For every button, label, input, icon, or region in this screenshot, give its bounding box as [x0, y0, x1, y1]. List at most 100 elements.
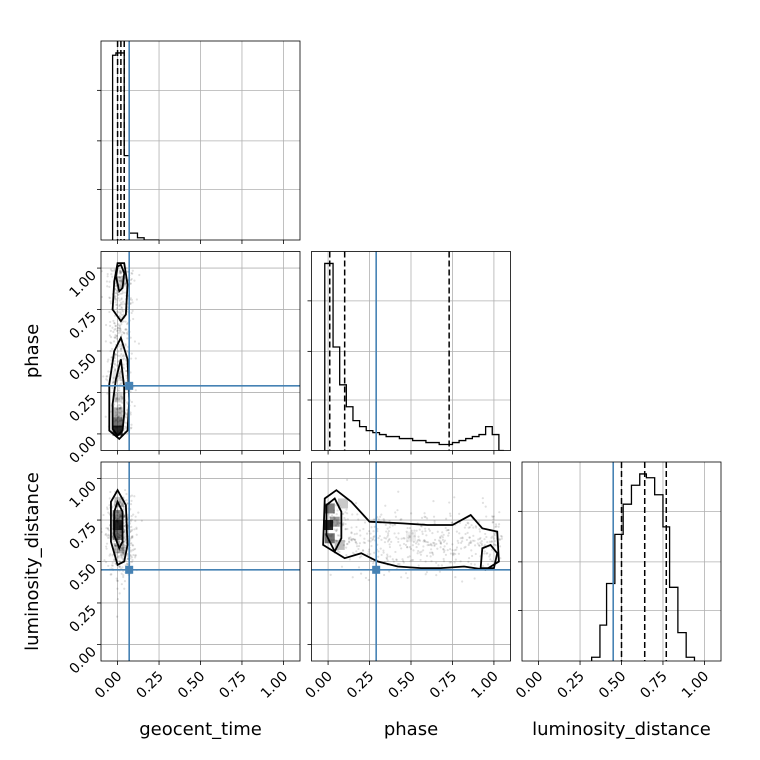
sample-point: [485, 552, 488, 555]
sample-point: [120, 279, 123, 282]
sample-point: [118, 517, 121, 520]
sample-point: [372, 537, 375, 540]
sample-point: [453, 561, 456, 564]
x-tick-label: 0.75: [216, 669, 249, 702]
sample-point: [411, 544, 415, 547]
sample-point: [386, 559, 389, 562]
sample-point: [338, 521, 341, 525]
sample-point: [119, 324, 122, 327]
sample-point: [336, 509, 339, 512]
sample-point: [395, 536, 398, 539]
sample-point: [444, 526, 447, 530]
y-tick-label: 0.50: [66, 561, 99, 594]
sample-point: [449, 548, 452, 551]
sample-point: [402, 559, 405, 563]
sample-point: [119, 552, 123, 555]
sample-point: [424, 573, 427, 576]
sample-point: [439, 546, 442, 549]
sample-point: [406, 545, 409, 549]
sample-point: [118, 303, 121, 306]
sample-point: [112, 540, 116, 543]
sample-point: [114, 544, 118, 547]
sample-point: [122, 514, 126, 517]
sample-point: [121, 552, 125, 555]
sample-point: [113, 321, 116, 325]
sample-point: [483, 550, 486, 553]
sample-point: [332, 515, 336, 519]
density-cell: [112, 425, 123, 436]
sample-point: [351, 513, 354, 516]
sample-point: [456, 539, 459, 542]
sample-point: [119, 513, 122, 517]
sample-point: [449, 552, 453, 555]
sample-point: [493, 543, 497, 546]
sample-point: [101, 295, 104, 299]
sample-point: [115, 290, 119, 293]
sample-point: [388, 519, 391, 523]
sample-point: [119, 286, 122, 289]
sample-point: [108, 296, 111, 299]
sample-point: [117, 297, 120, 300]
sample-point: [125, 328, 128, 331]
sample-point: [445, 529, 448, 532]
sample-point: [123, 515, 126, 518]
sample-point: [116, 405, 119, 408]
sample-point: [452, 552, 455, 555]
sample-point: [119, 276, 122, 280]
sample-point: [355, 525, 358, 529]
sample-point: [494, 523, 498, 526]
sample-point: [118, 283, 121, 287]
sample-point: [112, 330, 115, 334]
sample-point: [134, 519, 137, 523]
sample-point: [399, 518, 402, 521]
sample-point: [378, 515, 382, 518]
sample-point: [468, 536, 472, 539]
sample-point: [130, 529, 133, 532]
sample-point: [135, 527, 138, 531]
sample-point: [461, 536, 464, 539]
sample-point: [433, 541, 436, 545]
sample-point: [480, 542, 483, 545]
sample-point: [468, 536, 471, 539]
sample-point: [115, 310, 118, 313]
sample-point: [465, 538, 469, 542]
sample-point: [433, 543, 436, 546]
sample-point: [115, 303, 118, 306]
sample-point: [443, 539, 447, 542]
sample-point: [119, 406, 122, 410]
sample-point: [469, 540, 472, 543]
sample-point: [137, 342, 141, 345]
sample-point: [370, 526, 373, 529]
sample-point: [115, 396, 119, 400]
sample-point: [104, 340, 107, 343]
sample-point: [118, 269, 122, 272]
sample-point: [119, 515, 122, 518]
sample-point: [120, 280, 123, 283]
sample-point: [121, 550, 124, 553]
x-tick-label: 0.00: [303, 669, 336, 702]
sample-point: [389, 523, 392, 526]
sample-point: [104, 415, 107, 418]
sample-point: [490, 536, 493, 539]
sample-point: [430, 548, 433, 551]
sample-point: [120, 292, 123, 295]
sample-point: [333, 528, 336, 531]
sample-point: [416, 539, 419, 542]
sample-point: [435, 561, 438, 564]
sample-point: [454, 558, 457, 561]
sample-point: [106, 536, 110, 539]
sample-point: [380, 538, 383, 541]
sample-point: [432, 541, 435, 544]
sample-point: [120, 298, 123, 301]
sample-point: [109, 336, 113, 339]
sample-point: [493, 532, 496, 535]
sample-point: [109, 350, 112, 353]
sample-point: [397, 537, 400, 540]
sample-point: [118, 540, 121, 544]
sample-point: [372, 536, 375, 539]
sample-point: [498, 545, 502, 548]
sample-point: [119, 514, 122, 518]
sample-point: [113, 503, 116, 506]
sample-point: [115, 329, 119, 333]
sample-point: [105, 378, 108, 381]
